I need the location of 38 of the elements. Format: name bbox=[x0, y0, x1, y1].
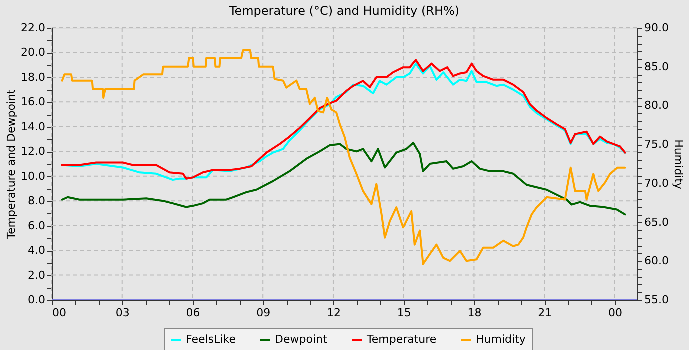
x-tick-label: 03 bbox=[116, 306, 130, 320]
x-tick-label: 21 bbox=[538, 306, 552, 320]
legend-label: FeelsLike bbox=[186, 333, 236, 346]
x-tick-label: 15 bbox=[397, 306, 412, 320]
y2-tick-label: 80.0 bbox=[644, 99, 669, 112]
y-tick-label: 18.0 bbox=[21, 70, 46, 84]
x-tick-label: 06 bbox=[186, 306, 200, 320]
y-tick-label: 16.0 bbox=[21, 96, 46, 109]
y-tick-label: 2.0 bbox=[28, 268, 46, 282]
line-series bbox=[61, 50, 626, 266]
y-tick-label: 10.0 bbox=[21, 170, 46, 183]
y2-tick-label: 85.0 bbox=[644, 60, 669, 74]
chart-title: Temperature (°C) and Humidity (RH%) bbox=[228, 4, 460, 18]
line-series bbox=[61, 142, 626, 216]
x-tick-label: 00 bbox=[52, 306, 66, 320]
legend-label: Temperature bbox=[366, 333, 437, 346]
x-tick-label: 00 bbox=[608, 306, 622, 320]
y2-tick-label: 60.0 bbox=[644, 254, 669, 268]
y-tick-label: 22.0 bbox=[21, 22, 46, 34]
y-tick-label: 20.0 bbox=[21, 46, 46, 60]
y2-tick-label: 75.0 bbox=[644, 138, 669, 152]
legend-label: Humidity bbox=[476, 333, 526, 346]
y-tick-label: 0.0 bbox=[28, 294, 46, 306]
y2-tick-label: 90.0 bbox=[644, 22, 669, 34]
y2-tick-label: 70.0 bbox=[644, 176, 669, 190]
y2-axis-title: Humidity bbox=[672, 140, 685, 190]
legend-label: Dewpoint bbox=[275, 333, 328, 346]
x-tick-label: 18 bbox=[468, 306, 482, 320]
y-tick-label: 8.0 bbox=[28, 194, 46, 208]
y-tick-label: 12.0 bbox=[21, 145, 46, 158]
y-tick-label: 14.0 bbox=[21, 120, 46, 134]
y2-tick-label: 55.0 bbox=[644, 294, 669, 306]
x-tick-label: 12 bbox=[326, 306, 341, 320]
y-tick-label: 6.0 bbox=[28, 219, 46, 232]
y-axis-title: Temperature and Dewpoint bbox=[5, 88, 18, 240]
x-tick-label: 09 bbox=[256, 306, 271, 320]
y-tick-label: 4.0 bbox=[28, 244, 46, 258]
y2-tick-label: 65.0 bbox=[644, 216, 669, 229]
